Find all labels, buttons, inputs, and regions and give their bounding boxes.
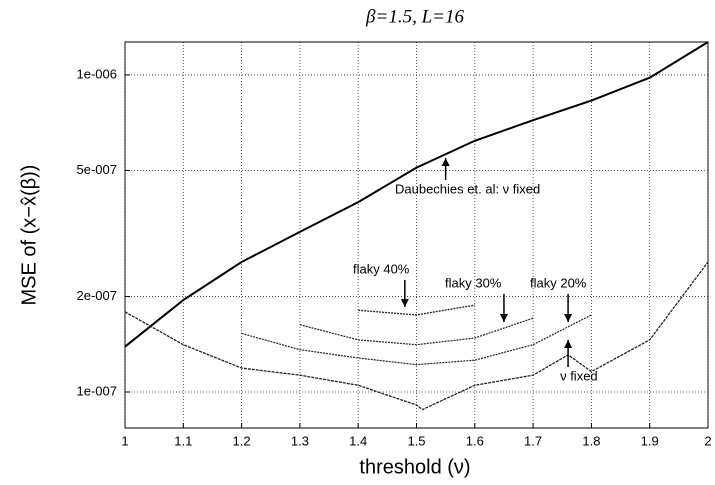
x-tick-label: 2 xyxy=(704,433,711,448)
annotation: flaky 30% xyxy=(445,275,502,290)
annotation-arrowhead xyxy=(564,314,573,322)
x-tick-label: 1.4 xyxy=(349,433,367,448)
annotation: Daubechies et. al: ν fixed xyxy=(395,181,540,196)
x-tick-label: 1.1 xyxy=(174,433,192,448)
annotation: flaky 20% xyxy=(530,275,587,290)
y-tick-label: 1e-006 xyxy=(77,66,117,81)
x-tick-label: 1.3 xyxy=(291,433,309,448)
x-axis-label: threshold (ν) xyxy=(359,456,470,478)
chart-title: β=1.5, L=16 xyxy=(365,6,464,27)
x-tick-label: 1 xyxy=(121,433,128,448)
annotation-arrowhead xyxy=(400,299,409,307)
y-tick-label: 5e-007 xyxy=(77,162,117,177)
x-tick-label: 1.9 xyxy=(641,433,659,448)
x-tick-label: 1.8 xyxy=(582,433,600,448)
annotation: flaky 40% xyxy=(353,261,410,276)
series-line xyxy=(241,314,592,366)
annotation: ν fixed xyxy=(560,368,598,383)
series-line xyxy=(124,41,709,348)
annotation-arrowhead xyxy=(499,314,508,322)
y-tick-label: 2e-007 xyxy=(77,288,117,303)
x-tick-label: 1.2 xyxy=(233,433,251,448)
x-tick-label: 1.7 xyxy=(524,433,542,448)
series-line xyxy=(299,317,534,346)
series-line xyxy=(358,304,475,316)
y-tick-label: 1e-007 xyxy=(77,383,117,398)
series-line xyxy=(124,261,709,411)
x-tick-label: 1.6 xyxy=(466,433,484,448)
annotation-arrowhead xyxy=(441,158,450,166)
annotation-arrowhead xyxy=(564,340,573,348)
y-axis-label: MSE of (x−x̂(β)) xyxy=(18,165,40,306)
x-tick-label: 1.5 xyxy=(407,433,425,448)
